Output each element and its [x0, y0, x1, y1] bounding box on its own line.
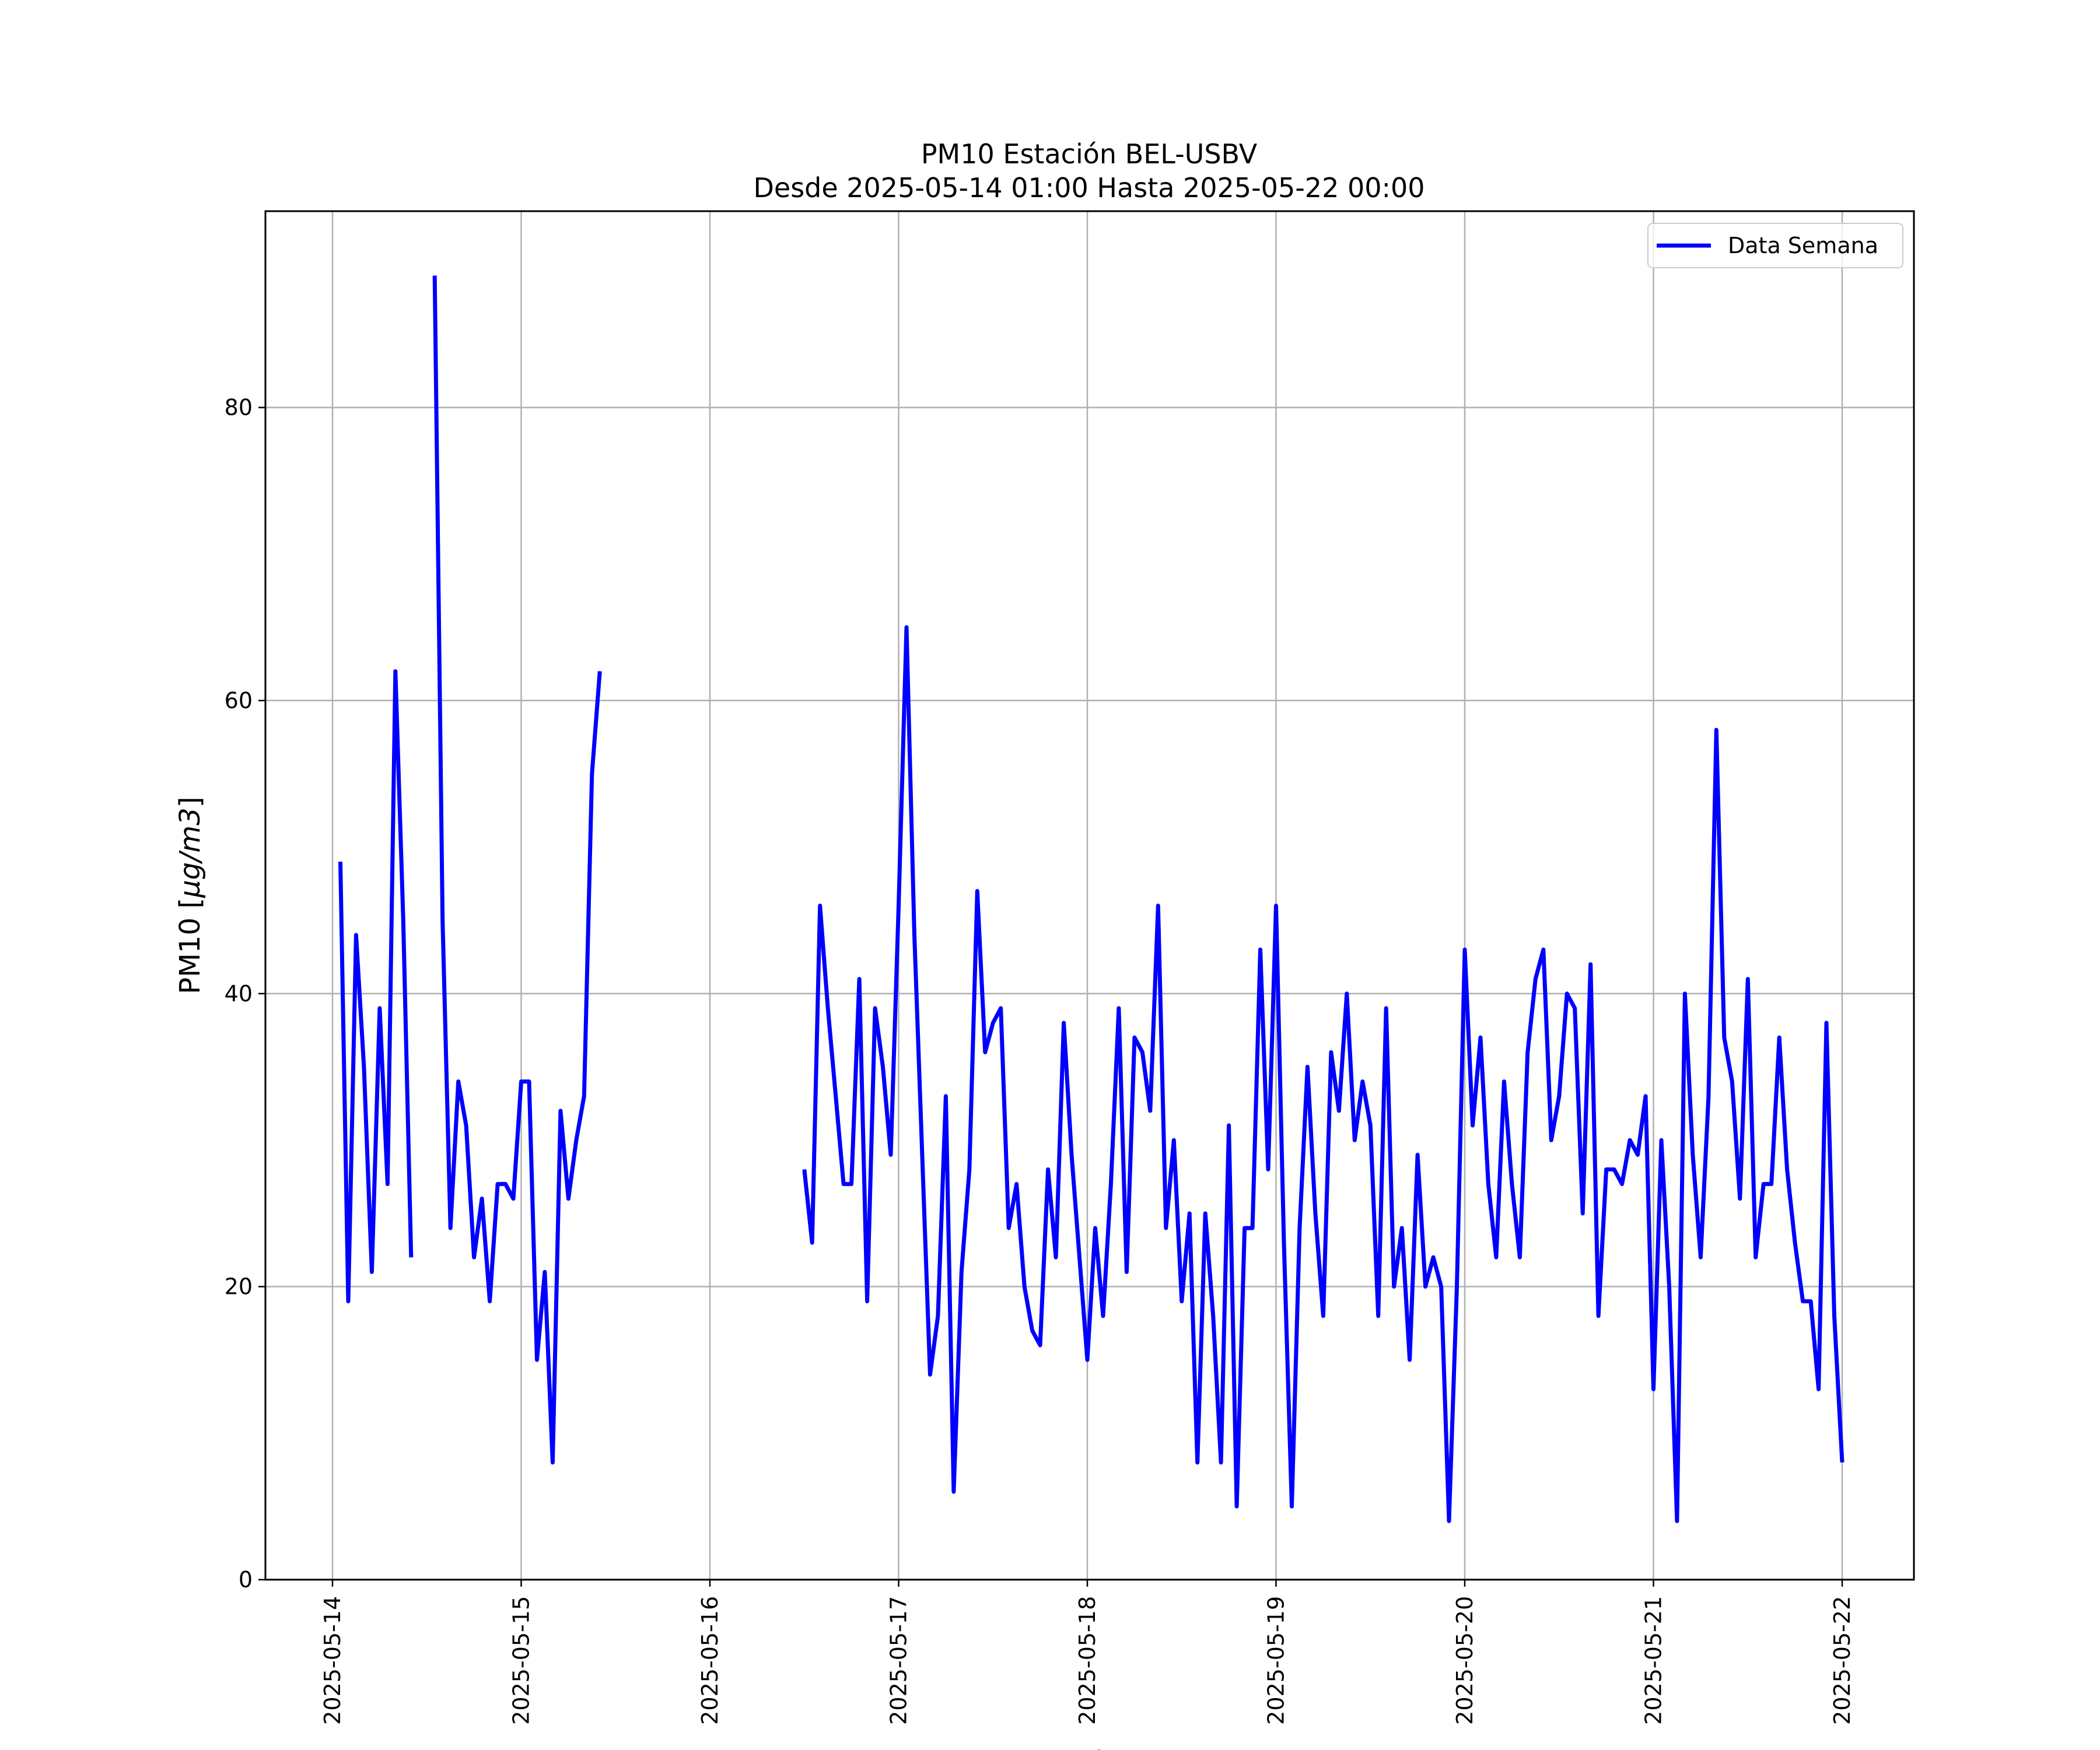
y-axis-label-suffix: ]	[174, 797, 206, 808]
x-tick-label: 2025-05-17	[886, 1596, 912, 1725]
x-tick-label: 2025-05-20	[1452, 1596, 1478, 1725]
y-tick-label: 60	[225, 688, 253, 713]
y-axis-ticks: 0 20 40 60 80	[225, 395, 265, 1592]
x-tick-label: 2025-05-22	[1829, 1596, 1855, 1725]
x-tick-label: 2025-05-16	[697, 1596, 723, 1725]
series-line-segment	[432, 275, 602, 1465]
y-tick-label: 0	[239, 1567, 253, 1592]
y-axis-label-unit: μg/m3	[174, 807, 206, 898]
series-data-semana	[338, 275, 1845, 1523]
x-tick-label: 2025-05-21	[1641, 1596, 1667, 1725]
series-line-segment	[802, 625, 1845, 1523]
chart-title: PM10 Estación BEL-USBV	[921, 138, 1258, 170]
x-axis-ticks: 2025-05-14 2025-05-15 2025-05-16 2025-05-17…	[320, 1580, 1855, 1725]
x-tick-label: 2025-05-14	[320, 1596, 345, 1725]
y-tick-label: 40	[225, 981, 253, 1006]
chart-subtitle: Desde 2025-05-14 01:00 Hasta 2025-05-22 …	[753, 172, 1424, 204]
x-tick-label: 2025-05-19	[1264, 1596, 1289, 1725]
x-axis-label: Fecha	[1048, 1745, 1130, 1750]
legend-label-data-semana: Data Semana	[1728, 233, 1878, 258]
series-line-segment	[338, 669, 414, 1304]
y-axis-label: PM10 [μg/m3]	[174, 797, 206, 995]
legend-box	[1647, 223, 1903, 268]
y-tick-label: 20	[225, 1274, 253, 1300]
x-tick-label: 2025-05-15	[509, 1596, 534, 1725]
x-tick-label: 2025-05-18	[1074, 1596, 1100, 1725]
legend: Data Semana	[1647, 223, 1903, 268]
y-tick-label: 80	[225, 395, 253, 421]
plot-area-frame	[264, 210, 1915, 1581]
y-axis-label-prefix: PM10 [	[174, 898, 206, 994]
